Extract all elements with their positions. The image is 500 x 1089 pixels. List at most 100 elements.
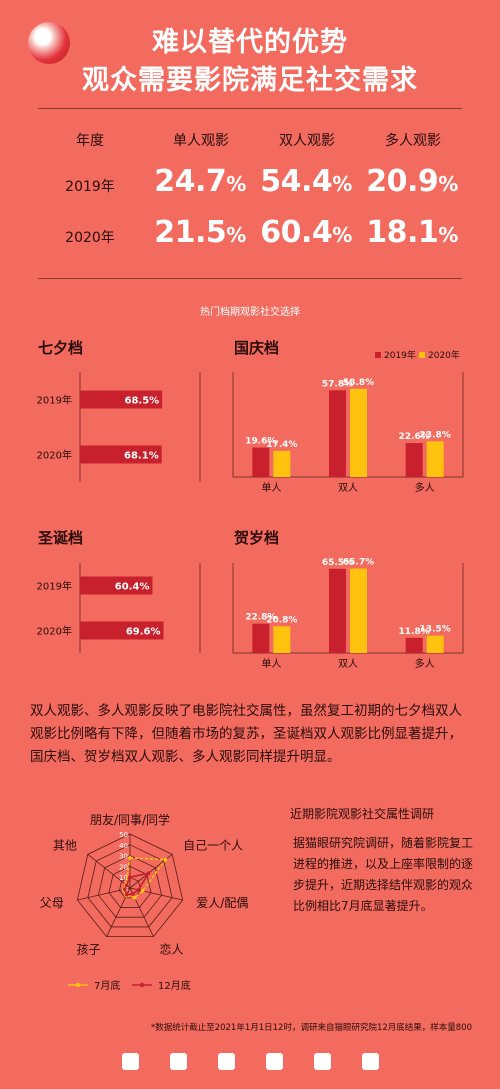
table-cell: 24.7% <box>154 164 246 199</box>
radar-grid <box>119 876 141 899</box>
category-label: 单人 <box>261 658 281 670</box>
data-label: 68.5% <box>124 396 159 407</box>
bar <box>350 388 367 477</box>
table-header-year: 年度 <box>76 133 104 149</box>
table-header-single: 单人观影 <box>173 133 229 149</box>
data-label: 22.8% <box>245 613 276 623</box>
table-cell: 18.1% <box>366 215 458 250</box>
page-dot[interactable] <box>265 1053 283 1070</box>
divider-top <box>38 108 462 109</box>
radar-axis-label: 孩子 <box>76 942 100 956</box>
radar-axis-label: 朋友/同事/同学 <box>90 812 170 827</box>
radar-axis-label: 其他 <box>53 839 77 853</box>
legend-swatch <box>375 352 381 358</box>
page-dot[interactable] <box>361 1053 379 1070</box>
data-label: 57.8% <box>322 379 353 389</box>
logo-icon <box>28 22 70 64</box>
radar-tick-label: 20 <box>119 863 128 871</box>
section-caption: 热门档期观影社交选择 <box>200 307 300 318</box>
legend-marker <box>139 982 145 988</box>
data-label: 13.5% <box>420 625 451 635</box>
bar <box>405 637 423 653</box>
legend-label: 7月底 <box>94 979 120 992</box>
radar-point <box>146 871 151 875</box>
footnote: *数据统计截止至2021年1月1日12时，调研来自猫眼研究院12月底结果，样本量… <box>150 1023 472 1033</box>
page-dot[interactable] <box>169 1053 187 1070</box>
category-label: 双人 <box>338 658 358 670</box>
table-cell: 54.4% <box>260 164 352 199</box>
bar <box>426 441 444 477</box>
radar-spoke <box>87 854 131 889</box>
table-cell: 60.4% <box>260 215 352 250</box>
page-dot[interactable] <box>121 1053 139 1070</box>
survey-text: 据猫眼研究院调研，随着影院复工进程的推进，以及上座率限制的逐步提升，近期选择结伴… <box>293 836 474 913</box>
table-header-double: 双人观影 <box>279 133 335 149</box>
bar <box>252 447 270 477</box>
radar-tick-label: 30 <box>119 853 128 861</box>
bar <box>329 568 346 653</box>
radar-grid <box>108 865 152 908</box>
bar <box>405 443 423 477</box>
data-label: 65.5% <box>322 558 353 568</box>
category-label: 2020年 <box>37 449 72 462</box>
bar <box>80 445 162 464</box>
bar <box>273 450 291 477</box>
table-cell: 20.9% <box>366 164 458 199</box>
bar <box>80 621 164 640</box>
legend-swatch <box>419 352 425 358</box>
page-dot[interactable] <box>217 1053 235 1070</box>
legend-label: 2020年 <box>428 349 460 361</box>
radar-point <box>163 857 168 862</box>
data-label: 68.1% <box>124 451 159 462</box>
data-label: 19.6% <box>245 437 276 447</box>
data-label: 58.8% <box>343 378 374 388</box>
category-label: 2020年 <box>37 625 72 638</box>
radar-point <box>124 893 129 897</box>
survey-title: 近期影院观影社交属性调研 <box>290 807 435 821</box>
data-label: 11.8% <box>399 627 430 637</box>
radar-point <box>136 888 141 892</box>
radar-axis-label: 爱人/配偶 <box>196 896 248 910</box>
data-label: 69.6% <box>126 627 161 638</box>
data-label: 60.4% <box>115 582 150 593</box>
radar-spoke <box>129 887 154 937</box>
page-dot[interactable] <box>313 1053 331 1070</box>
page-indicator <box>0 1053 500 1070</box>
radar-tick-label: 50 <box>119 831 128 839</box>
chart-title-guoqing: 国庆档 <box>234 339 280 357</box>
data-label: 17.4% <box>266 440 297 450</box>
radar-tick-label: 10 <box>119 874 128 882</box>
data-label: 65.7% <box>343 558 374 568</box>
category-label: 多人 <box>415 481 435 494</box>
category-label: 单人 <box>261 482 281 494</box>
page-title-line2: 观众需要影院满足社交需求 <box>82 65 418 96</box>
table-year-2019: 2019年 <box>65 179 115 195</box>
legend-marker <box>75 982 81 988</box>
radar-series <box>122 856 167 899</box>
chart-title-hesui: 贺岁档 <box>234 529 280 547</box>
category-label: 多人 <box>415 657 435 670</box>
radar-point <box>124 883 129 888</box>
bar <box>329 390 346 477</box>
radar-grid <box>87 844 173 928</box>
table-year-2020: 2020年 <box>65 230 115 246</box>
radar-grid <box>76 833 184 938</box>
summary-paragraph: 双人观影、多人观影反映了电影院社交属性，虽然复工初期的七夕档双人观影比例略有下降… <box>30 703 462 765</box>
radar-point <box>128 855 132 860</box>
table-cell: 21.5% <box>154 215 246 250</box>
divider-bottom <box>38 278 462 279</box>
legend-label: 2019年 <box>384 349 416 361</box>
category-label: 2019年 <box>37 394 72 407</box>
bar <box>273 626 291 653</box>
radar-axis-label: 恋人 <box>160 941 184 956</box>
bar <box>252 623 270 653</box>
data-label: 22.6% <box>399 432 430 442</box>
radar-tick-label: 40 <box>119 842 128 850</box>
radar-spoke <box>77 887 131 901</box>
radar-point <box>132 895 137 900</box>
bar <box>350 568 367 653</box>
radar-axis-label: 父母 <box>40 896 64 910</box>
data-label: 23.8% <box>420 430 451 440</box>
radar-point <box>131 892 135 896</box>
